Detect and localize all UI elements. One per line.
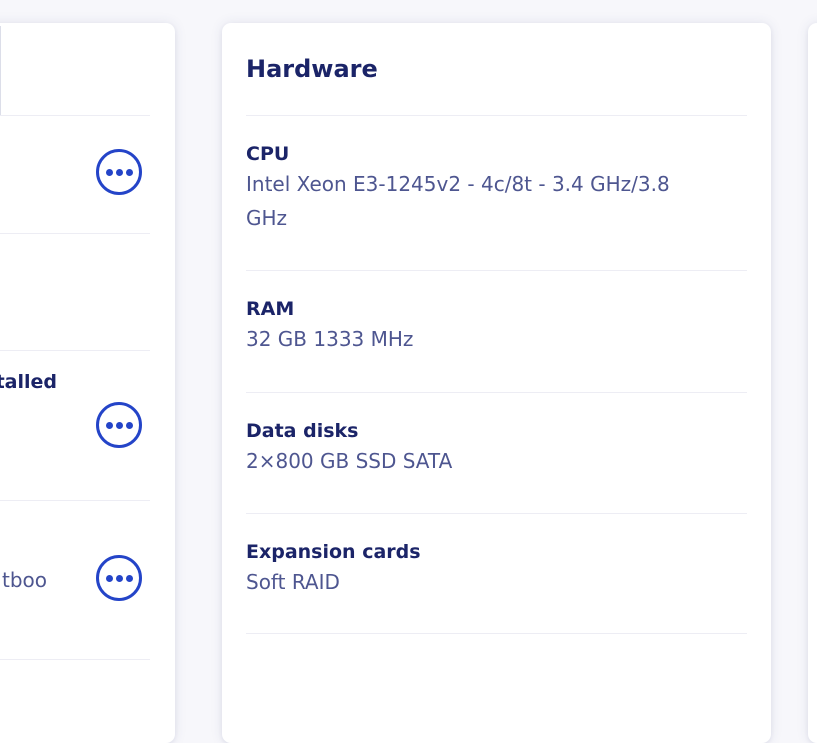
section-value: Soft RAID [246,570,340,594]
hardware-section-expansion-cards: Expansion cards Soft RAID [246,513,747,633]
hardware-section-data-disks: Data disks 2×800 GB SSD SATA [246,392,747,513]
left-info-card: talled tboo [0,23,175,743]
more-actions-button[interactable] [96,555,142,601]
section-label: RAM [246,298,295,320]
page-canvas: { "theme":{ "background":"#f7f7fb", "car… [0,26,747,660]
hardware-section-ram: RAM 32 GB 1333 MHz [246,270,747,392]
divider [0,659,150,660]
clipped-section-value: tboo [1,568,47,592]
section-label: Data disks [246,420,359,442]
more-actions-button[interactable] [96,149,142,195]
divider [0,500,150,501]
more-actions-button[interactable] [96,402,142,448]
hardware-card: Hardware CPU Intel Xeon E3-1245v2 - 4c/8… [222,23,771,743]
divider [0,350,150,351]
ellipsis-icon [105,168,133,176]
right-info-card [808,23,817,743]
clipped-section-label: talled [0,371,57,393]
hardware-section-cpu: CPU Intel Xeon E3-1245v2 - 4c/8t - 3.4 G… [246,115,747,270]
section-value: 2×800 GB SSD SATA [246,449,453,473]
section-value: Intel Xeon E3-1245v2 - 4c/8t - 3.4 GHz/3… [246,172,670,230]
card-title: Hardware [246,55,378,83]
ellipsis-icon [105,421,133,429]
divider [0,233,150,234]
divider [246,633,747,693]
divider [0,115,150,116]
clipped-content-fragment [0,26,1,115]
ellipsis-icon [105,574,133,582]
section-label: CPU [246,143,290,165]
section-label: Expansion cards [246,541,421,563]
section-value: 32 GB 1333 MHz [246,327,414,351]
